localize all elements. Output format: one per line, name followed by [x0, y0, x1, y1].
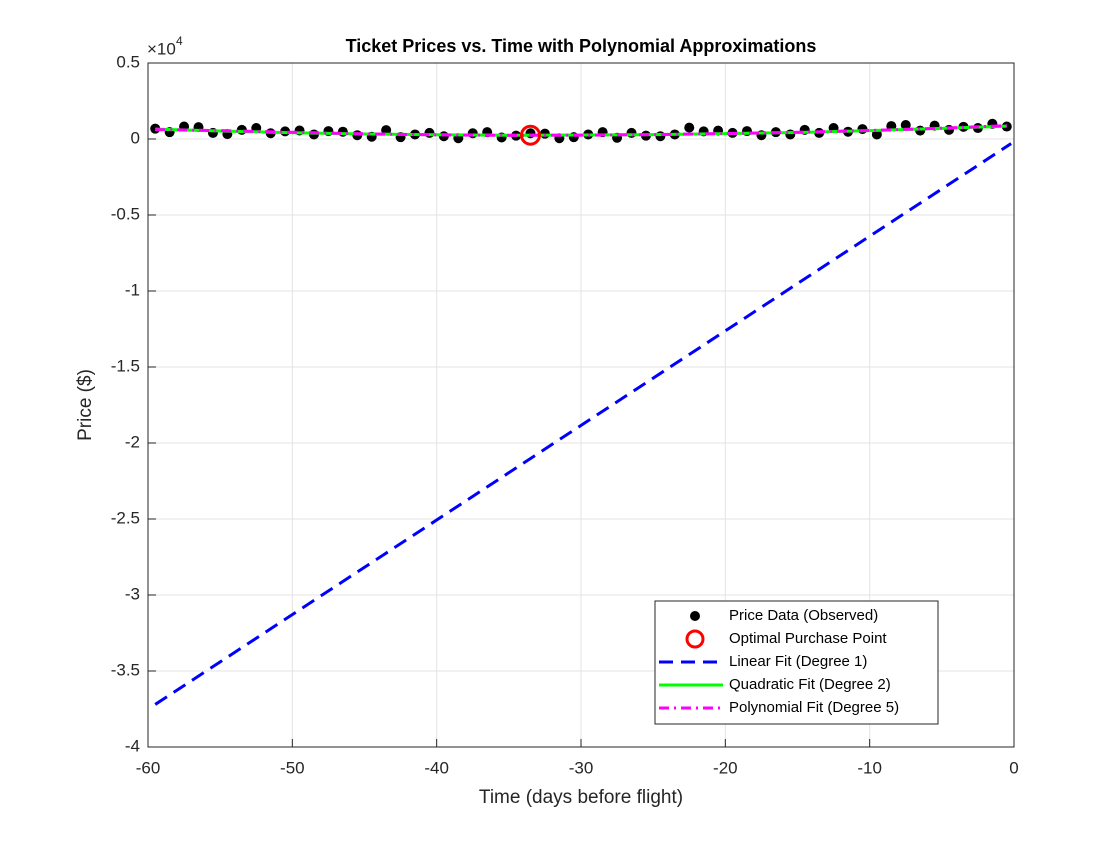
x-tick-label: -20	[713, 758, 738, 777]
legend-label: Quadratic Fit (Degree 2)	[729, 676, 891, 693]
y-multiplier-exponent: 4	[176, 34, 183, 48]
data-point	[655, 131, 666, 142]
y-tick-label: -4	[125, 736, 140, 755]
y-tick-label: 0.5	[116, 52, 140, 71]
y-tick-label: -0.5	[111, 204, 140, 223]
y-tick-label: -1.5	[111, 356, 140, 375]
x-tick-label: -50	[280, 758, 305, 777]
y-tick-label: -3.5	[111, 660, 140, 679]
y-tick-label: -2.5	[111, 508, 140, 527]
axes-box	[147, 62, 1015, 748]
y-tick-label: 0	[131, 128, 140, 147]
x-tick-label: -60	[136, 758, 161, 777]
chart-title: Ticket Prices vs. Time with Polynomial A…	[346, 36, 817, 56]
data-point	[626, 127, 637, 138]
y-multiplier: ×10	[147, 39, 176, 58]
data-point	[150, 123, 161, 134]
legend-label: Linear Fit (Degree 1)	[729, 653, 867, 670]
legend-box	[654, 600, 939, 725]
data-point	[467, 128, 478, 139]
legend-label: Price Data (Observed)	[729, 607, 878, 624]
legend-label: Optimal Purchase Point	[729, 630, 887, 647]
fit-line	[155, 124, 1007, 137]
legend-label: Polynomial Fit (Degree 5)	[729, 699, 899, 716]
x-axis-label: Time (days before flight)	[479, 787, 683, 808]
y-tick-label: -2	[125, 432, 140, 451]
x-tick-label: -10	[857, 758, 882, 777]
data-point	[337, 126, 348, 137]
y-tick-label: -1	[125, 280, 140, 299]
data-point	[900, 120, 911, 131]
y-tick-label: -3	[125, 584, 140, 603]
x-tick-label: -30	[569, 758, 594, 777]
x-tick-label: 0	[1009, 758, 1018, 777]
y-axis-label: Price ($)	[75, 369, 96, 441]
data-point	[424, 127, 435, 138]
data-point	[684, 122, 695, 133]
legend-symbol	[690, 611, 700, 621]
legend-symbol	[685, 629, 705, 649]
optimal-point	[519, 124, 541, 146]
x-tick-label: -40	[424, 758, 449, 777]
fit-line	[154, 142, 1012, 706]
